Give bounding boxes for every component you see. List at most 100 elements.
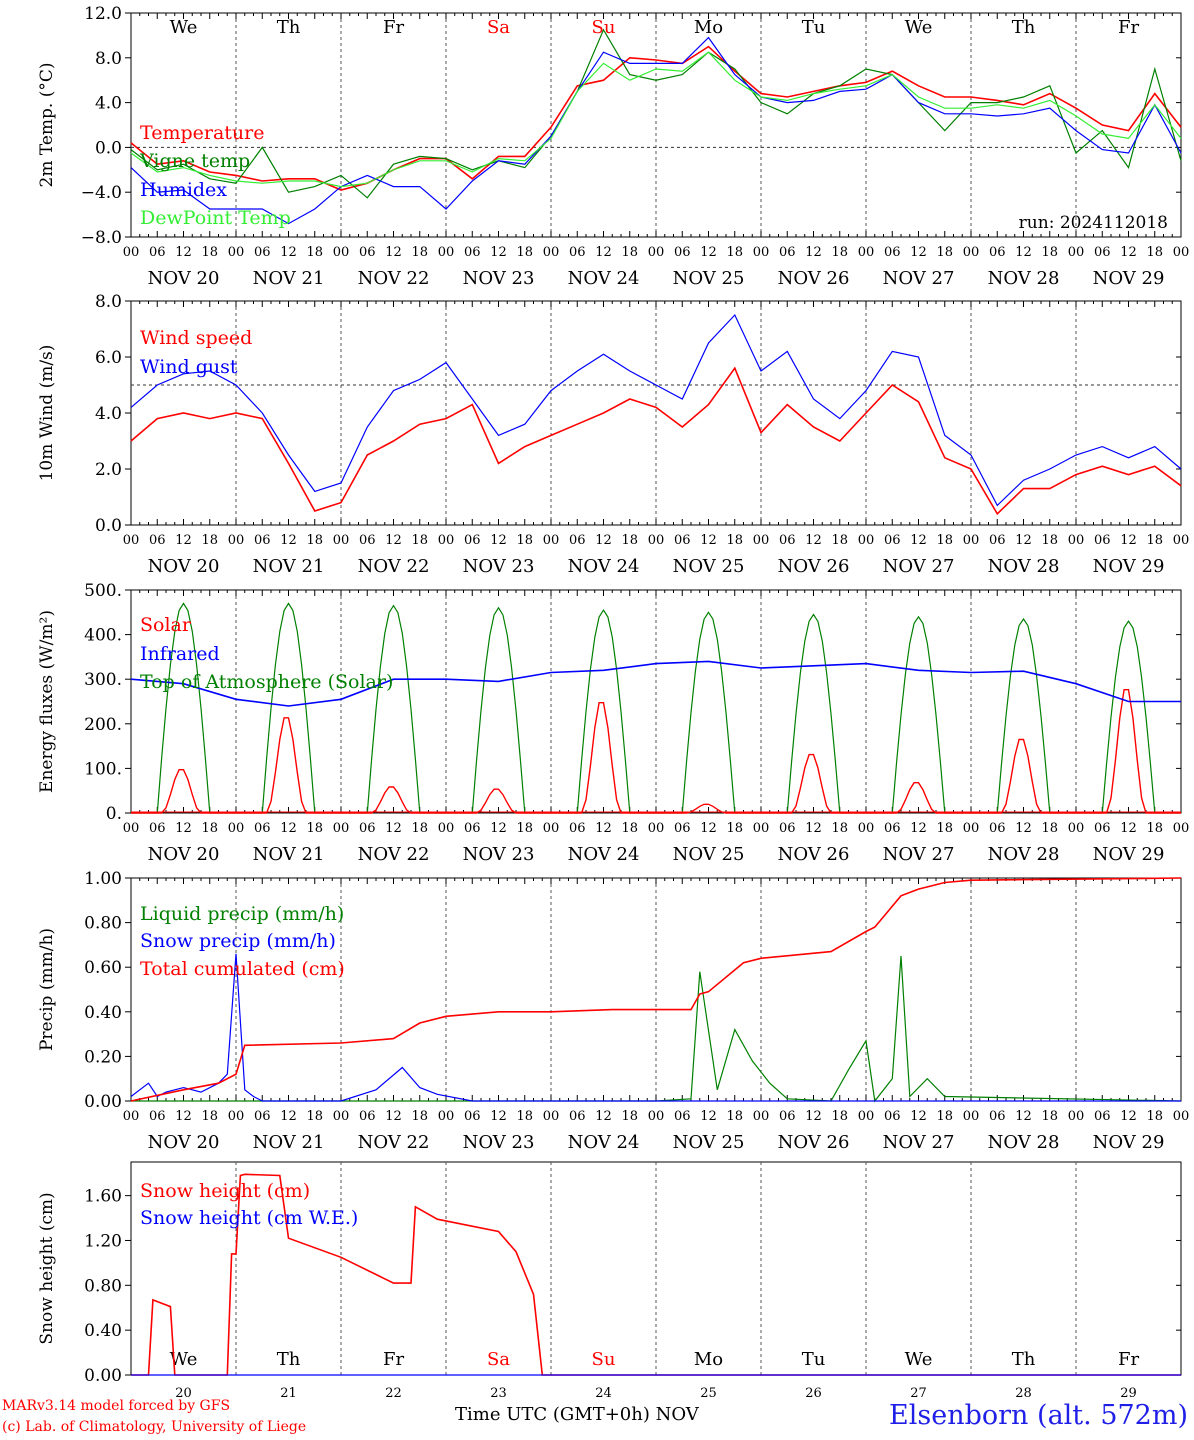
panel-3-hour-label: 00 bbox=[753, 821, 770, 836]
panel-3-hour-label: 18 bbox=[1041, 821, 1058, 836]
panel-1-hour-label: 18 bbox=[936, 245, 953, 260]
panel-4-hour-label: 12 bbox=[490, 1109, 507, 1124]
panel-3-hour-label: 18 bbox=[411, 821, 428, 836]
panel-2-hour-label: 18 bbox=[306, 533, 323, 548]
station-location: Elsenborn (alt. 572m) bbox=[889, 1400, 1188, 1431]
panel-1-hour-label: 06 bbox=[884, 245, 901, 260]
panel-3-frame bbox=[130, 589, 1182, 814]
panel-3-series-infrared bbox=[130, 660, 1181, 707]
panel-4-hour-label: 00 bbox=[753, 1109, 770, 1124]
panel-3-hour-label: 00 bbox=[333, 821, 350, 836]
panel-1-day-label: NOV 20 bbox=[148, 268, 220, 289]
panel-3-hour-label: 12 bbox=[1015, 821, 1032, 836]
panel-4-hour-label: 18 bbox=[201, 1109, 218, 1124]
panel-5-weekday-label: Su bbox=[592, 1349, 616, 1370]
panel-3-y-tick-label: 200. bbox=[84, 715, 122, 735]
panel-1-hour-label: 06 bbox=[569, 245, 586, 260]
panel-4-hour-label: 00 bbox=[858, 1109, 875, 1124]
panel-2-hour-label: 00 bbox=[753, 533, 770, 548]
panel-2-y-tick-label: 0.0 bbox=[95, 516, 122, 536]
panel-3-day-label: NOV 24 bbox=[568, 844, 640, 865]
panel-5-day-number: 20 bbox=[175, 1386, 192, 1401]
panel-1-hour-label: 00 bbox=[753, 245, 770, 260]
panel-1-weekday-label: We bbox=[170, 17, 198, 38]
panel-4-day-label: NOV 24 bbox=[568, 1132, 640, 1153]
panel-3-series-solar bbox=[131, 689, 1181, 814]
panel-4-hour-label: 12 bbox=[910, 1109, 927, 1124]
panel-3-hour-label: 06 bbox=[1094, 821, 1111, 836]
panel-5-day-number: 27 bbox=[910, 1386, 927, 1401]
panel-3-hour-label: 06 bbox=[884, 821, 901, 836]
panel-2-hour-label: 00 bbox=[123, 533, 140, 548]
panel-2-legend-entry: Wind gust bbox=[140, 356, 238, 378]
panel-1-y-tick-label: 8.0 bbox=[95, 49, 122, 69]
panel-3-hour-label: 12 bbox=[1120, 821, 1137, 836]
panel-1-hour-label: 18 bbox=[516, 245, 533, 260]
panel-3-day-label: NOV 28 bbox=[988, 844, 1060, 865]
panel-4-day-label: NOV 29 bbox=[1093, 1132, 1165, 1153]
panel-2-hour-label: 00 bbox=[333, 533, 350, 548]
panel-4-y-tick-label: 1.00 bbox=[84, 869, 122, 889]
panel-4-hour-label: 18 bbox=[411, 1109, 428, 1124]
panel-4-hour-label: 00 bbox=[648, 1109, 665, 1124]
panel-3-hour-label: 18 bbox=[621, 821, 638, 836]
panel-1-weekday-label: Su bbox=[592, 17, 616, 38]
panel-2-hour-label: 06 bbox=[884, 533, 901, 548]
panel-5-weekday-label: Tu bbox=[802, 1349, 826, 1370]
panel-1-hour-label: 12 bbox=[1015, 245, 1032, 260]
panel-1-hour-label: 06 bbox=[779, 245, 796, 260]
panel-1-hour-label: 06 bbox=[359, 245, 376, 260]
panel-1-y-axis-label: 2m Temp. (°C) bbox=[37, 62, 57, 187]
panel-5-day-number: 29 bbox=[1120, 1386, 1137, 1401]
panel-5-weekday-label: Mo bbox=[694, 1349, 723, 1370]
panel-2-hour-label: 18 bbox=[1041, 533, 1058, 548]
panel-4-hour-label: 18 bbox=[726, 1109, 743, 1124]
panel-1-hour-label: 00 bbox=[858, 245, 875, 260]
panel-2-hour-label: 12 bbox=[910, 533, 927, 548]
panel-1-weekday-label: Fr bbox=[383, 17, 404, 38]
panel-5-legend-entry: Snow height (cm W.E.) bbox=[140, 1207, 358, 1229]
panel-3-day-label: NOV 21 bbox=[253, 844, 325, 865]
panel-4-hour-label: 06 bbox=[254, 1109, 271, 1124]
panel-5-y-tick-label: 1.60 bbox=[84, 1187, 122, 1207]
panel-1-series-1 bbox=[130, 45, 1182, 191]
panel-1-day-label: NOV 23 bbox=[463, 268, 535, 289]
panel-5-day-number: 22 bbox=[385, 1386, 402, 1401]
panel-4-hour-label: 18 bbox=[306, 1109, 323, 1124]
panel-3-y-tick-label: 100. bbox=[84, 759, 122, 779]
panel-2-series-2 bbox=[130, 313, 1182, 507]
panel-1-y-tick-label: 0.0 bbox=[95, 138, 122, 158]
panel-1-hour-label: 12 bbox=[1120, 245, 1137, 260]
panel-3-day-label: NOV 25 bbox=[673, 844, 745, 865]
panel-2-hour-label: 00 bbox=[648, 533, 665, 548]
panel-4-series-2 bbox=[130, 953, 1181, 1102]
panel-1-hour-label: 12 bbox=[490, 245, 507, 260]
panel-3-hour-label: 00 bbox=[858, 821, 875, 836]
panel-4-day-label: NOV 23 bbox=[463, 1132, 535, 1153]
panel-2-day-label: NOV 21 bbox=[253, 556, 325, 577]
panel-2-hour-label: 18 bbox=[1146, 533, 1163, 548]
panel-2-hour-label: 12 bbox=[175, 533, 192, 548]
panel-4-hour-label: 18 bbox=[621, 1109, 638, 1124]
panel-1-hour-label: 00 bbox=[333, 245, 350, 260]
panel-2-day-label: NOV 29 bbox=[1093, 556, 1165, 577]
panel-3-day-label: NOV 22 bbox=[358, 844, 430, 865]
panel-2-day-label: NOV 28 bbox=[988, 556, 1060, 577]
panel-4-hour-label: 06 bbox=[779, 1109, 796, 1124]
panel-3-hour-label: 12 bbox=[280, 821, 297, 836]
panel-3-hour-label: 06 bbox=[674, 821, 691, 836]
panel-1-day-label: NOV 22 bbox=[358, 268, 430, 289]
panel-2-day-label: NOV 22 bbox=[358, 556, 430, 577]
panel-4-hour-label: 06 bbox=[884, 1109, 901, 1124]
panel-4-day-label: NOV 26 bbox=[778, 1132, 850, 1153]
panel-4-day-label: NOV 20 bbox=[148, 1132, 220, 1153]
panel-3-day-label: NOV 26 bbox=[778, 844, 850, 865]
panel-4-hour-label: 00 bbox=[123, 1109, 140, 1124]
panel-3-y-tick-label: 400. bbox=[84, 626, 122, 646]
panel-1-day-label: NOV 24 bbox=[568, 268, 640, 289]
panel-3-day-label: NOV 29 bbox=[1093, 844, 1165, 865]
panel-1-hour-label: 18 bbox=[621, 245, 638, 260]
panel-4-day-label: NOV 27 bbox=[883, 1132, 955, 1153]
panel-2-y-tick-label: 4.0 bbox=[95, 404, 122, 424]
panel-4-hour-label: 00 bbox=[543, 1109, 560, 1124]
